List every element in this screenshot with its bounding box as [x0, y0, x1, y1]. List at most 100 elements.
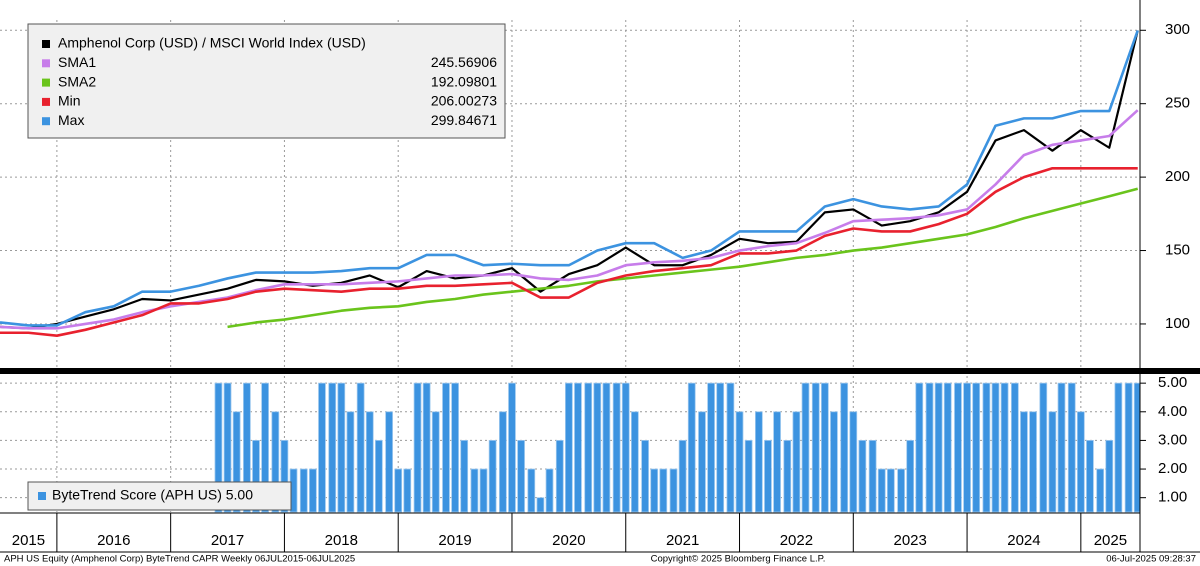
bar	[309, 468, 317, 513]
bar	[744, 440, 753, 513]
x-tick-label: 2019	[438, 532, 471, 549]
x-tick-label: 2018	[325, 532, 358, 549]
legend-layer: Amphenol Corp (USD) / MSCI World Index (…	[27, 23, 506, 511]
bar	[934, 382, 943, 513]
bar	[698, 411, 706, 513]
bar	[328, 382, 337, 513]
legend-marker	[42, 78, 50, 87]
bar	[1020, 411, 1028, 513]
bar	[991, 382, 1000, 513]
y-tick-label: 1.00	[1158, 489, 1187, 506]
bar	[1000, 382, 1009, 513]
bar	[1039, 382, 1048, 513]
bar	[963, 382, 971, 513]
bar	[545, 468, 554, 513]
bar	[1029, 411, 1037, 513]
bar	[1067, 382, 1076, 513]
bar	[906, 440, 915, 513]
mark-layer	[0, 30, 1140, 513]
bar	[755, 411, 763, 513]
bar	[508, 382, 516, 513]
line-series	[227, 187, 1139, 329]
legend-marker	[42, 117, 50, 126]
legend-label: Max	[58, 112, 84, 128]
bar	[954, 382, 962, 513]
bar	[488, 440, 497, 513]
y-tick-label: 4.00	[1158, 403, 1187, 420]
bar	[574, 382, 582, 513]
line-series	[0, 30, 1139, 327]
bar	[555, 440, 564, 513]
x-tick-label: 2024	[1007, 532, 1040, 549]
bar	[1010, 382, 1019, 513]
bar	[232, 411, 241, 513]
y-tick-label: 150	[1165, 242, 1190, 259]
bar	[413, 382, 422, 513]
legend-marker	[42, 97, 50, 106]
x-tick-label: 2021	[666, 532, 699, 549]
legend-label: Min	[58, 93, 81, 109]
bar	[1133, 382, 1140, 513]
bar	[1114, 382, 1123, 513]
bar	[1096, 468, 1105, 513]
bar	[735, 411, 744, 513]
bar	[849, 411, 858, 513]
x-tick-label: 2022	[780, 532, 813, 549]
bar	[565, 382, 573, 513]
bar	[223, 382, 232, 513]
bar	[243, 382, 251, 513]
bar	[877, 468, 886, 513]
bar	[385, 411, 393, 513]
bar	[830, 411, 838, 513]
bar	[621, 382, 630, 513]
bar	[1086, 440, 1094, 513]
legend-value: 206.00273	[431, 93, 497, 109]
legend-label: SMA1	[58, 54, 96, 70]
bar	[1076, 411, 1085, 513]
y-tick-label: 100	[1165, 315, 1190, 332]
y-tick-label: 250	[1165, 95, 1190, 112]
bar	[442, 382, 450, 513]
bar	[602, 382, 611, 513]
bar	[726, 382, 735, 513]
bar	[451, 382, 459, 513]
bar	[431, 411, 440, 513]
footer-center: Copyright© 2025 Bloomberg Finance L.P.	[651, 554, 826, 565]
footer-right: 06-Jul-2025 09:28:37	[1106, 554, 1196, 565]
bar	[811, 382, 820, 513]
y-tick-label: 5.00	[1158, 374, 1187, 391]
legend-marker	[38, 492, 46, 500]
bar	[783, 440, 792, 513]
bar	[897, 468, 905, 513]
legend-value: 245.56906	[431, 54, 497, 70]
bar	[1057, 382, 1066, 513]
bar	[641, 440, 649, 513]
y-tick-label: 200	[1165, 168, 1190, 185]
bar	[820, 382, 829, 513]
bar	[716, 382, 725, 513]
line-series	[0, 30, 1139, 330]
bar	[659, 468, 668, 513]
bar	[337, 382, 346, 513]
bar	[499, 411, 507, 513]
bar	[422, 382, 431, 513]
bar	[801, 382, 810, 513]
footer-left: APH US Equity (Amphenol Corp) ByteTrend …	[4, 554, 355, 565]
bar	[840, 382, 849, 513]
legend-marker	[42, 40, 50, 48]
x-tick-label: 2017	[211, 532, 244, 549]
bar	[318, 382, 326, 513]
bar	[915, 382, 924, 513]
bar	[773, 411, 781, 513]
bar	[252, 440, 260, 513]
x-tick-label: 2016	[97, 532, 130, 549]
bar	[943, 382, 952, 513]
bar	[214, 382, 223, 513]
bar	[982, 382, 991, 513]
line-series	[0, 167, 1138, 337]
bar	[470, 468, 479, 513]
legend-box	[27, 481, 292, 511]
bar	[299, 468, 308, 513]
